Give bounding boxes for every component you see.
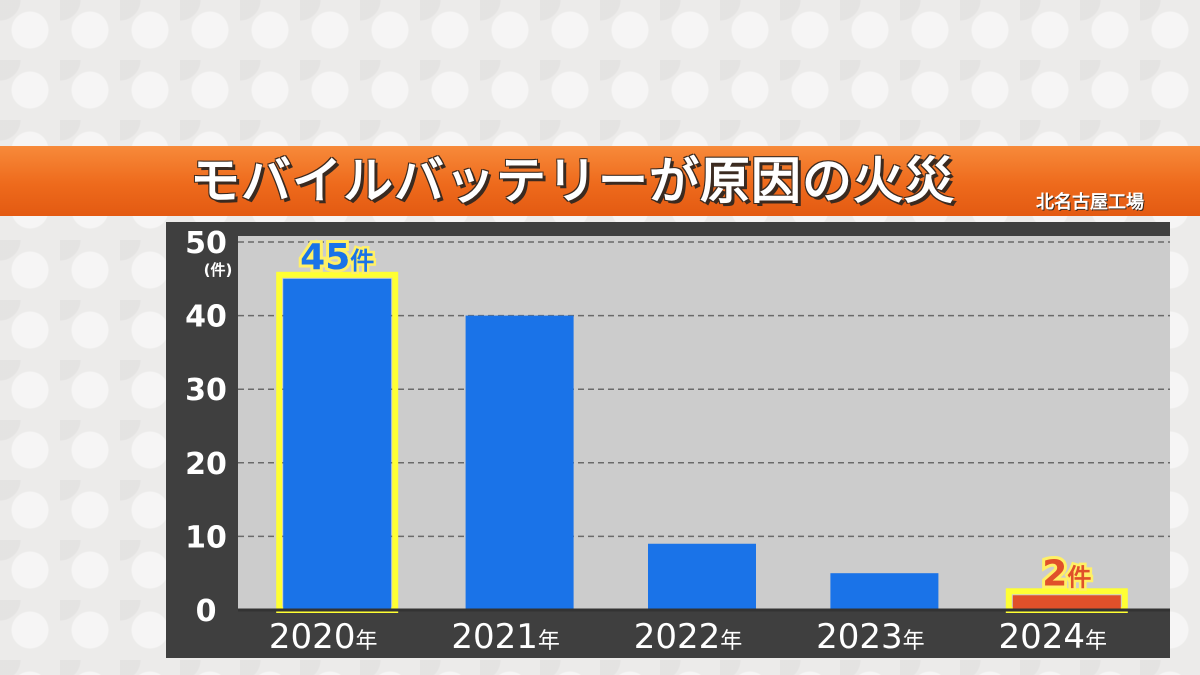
bar-2 <box>648 543 756 610</box>
data-label-4: 2件 <box>1042 553 1091 594</box>
x-tick-label-3: 2023年 <box>816 617 925 657</box>
bar-3 <box>830 573 939 610</box>
chart-subtitle: 北名古屋工場 <box>1036 192 1144 213</box>
y-tick-label: 50 <box>185 226 227 261</box>
y-tick-label: 20 <box>185 447 227 482</box>
title-banner <box>0 146 1200 216</box>
y-axis-label: (件) <box>204 261 233 279</box>
data-label-0: 45件 <box>300 237 374 278</box>
chart-title: モバイルバッテリーが原因の火災 <box>190 152 955 210</box>
x-tick-label-1: 2021年 <box>451 617 560 657</box>
x-tick-label-4: 2024年 <box>999 617 1108 657</box>
chart-panel: 0 10 20 30 40 50 (件) 2020年 45件 2021年 2022年 2023年 202… <box>166 222 1170 658</box>
bar-0 <box>283 278 392 610</box>
y-tick-label: 10 <box>185 520 227 555</box>
y-tick-label: 30 <box>185 373 227 408</box>
x-tick-label-0: 2020年 <box>269 617 378 657</box>
bar-chart: 0 10 20 30 40 50(件) 2020年 45件 2021年 2022年 2023年 202… <box>185 226 1170 657</box>
bar-1 <box>465 315 574 610</box>
bar-4 <box>1012 595 1121 610</box>
y-tick-label: 0 <box>196 594 217 629</box>
y-tick-label: 40 <box>185 300 227 335</box>
x-tick-label-2: 2022年 <box>634 617 743 657</box>
